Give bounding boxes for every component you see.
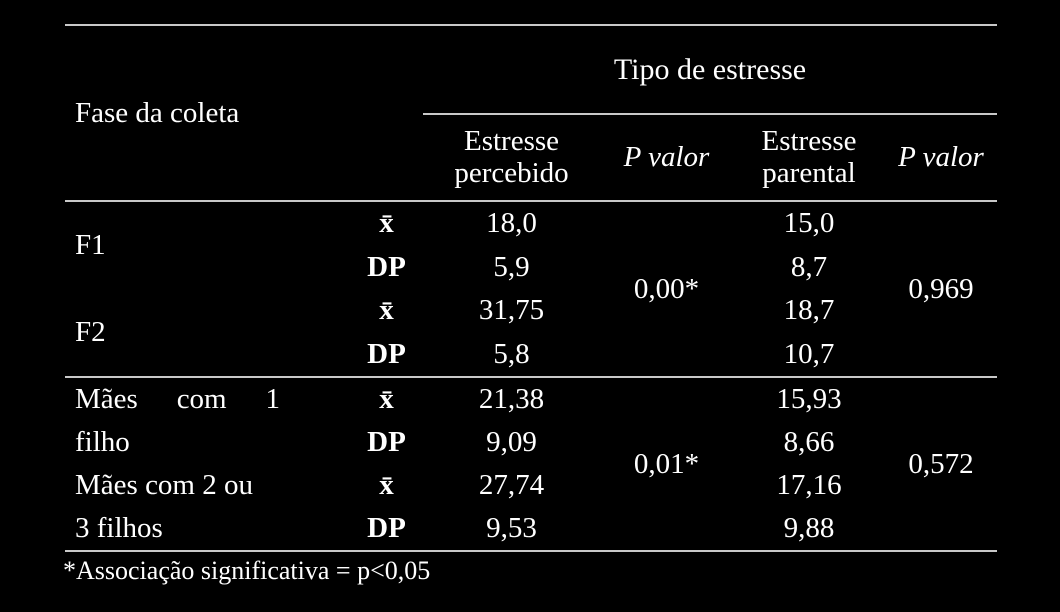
p-value-parental: 0,572: [908, 447, 974, 480]
p-value-parental: 0,969: [908, 272, 974, 305]
value-parental: 9,88: [783, 512, 835, 544]
value-parental: 18,7: [783, 294, 835, 327]
subheader-estresse-parental: Estresse parental: [761, 124, 857, 189]
stat-label-dp: DP: [367, 426, 406, 458]
value-parental: 15,0: [783, 207, 835, 240]
subheader-row: Estresse percebido P valor Estresse pare…: [423, 115, 997, 200]
value-parental: 8,66: [783, 426, 835, 458]
value-percebido: 27,74: [478, 469, 545, 501]
value-percebido: 9,09: [486, 426, 537, 458]
stat-label-dp: DP: [367, 512, 406, 544]
value-percebido: 9,53: [486, 512, 537, 544]
column-header-fase-da-coleta: Fase da coleta: [75, 96, 240, 129]
group-header-block: Tipo de estresse Estresse percebido P va…: [423, 26, 997, 200]
value-percebido: 18,0: [486, 207, 537, 240]
subheader-p-valor-parental: P valor: [898, 140, 984, 173]
stat-label-mean: x̄: [379, 294, 394, 327]
value-parental: 17,16: [776, 469, 842, 501]
p-value-percebido: 0,00*: [633, 272, 700, 305]
stat-label-mean: x̄: [379, 383, 394, 415]
subheader-p-valor-percebido: P valor: [623, 140, 710, 173]
row-label-line: F2: [75, 316, 106, 348]
table-header: Fase da coleta Tipo de estresse Estresse…: [65, 26, 997, 202]
stat-label-dp: DP: [367, 250, 406, 283]
value-percebido: 5,9: [493, 250, 530, 283]
row-label-f2: F2: [65, 289, 350, 376]
value-percebido: 5,8: [493, 337, 530, 370]
section-fase: F1 F2 x̄ DP x̄ DP 18,0 5,9 31,75 5,8 0,0…: [65, 202, 997, 378]
row-label-line: filho: [75, 426, 130, 458]
row-label-line: F1: [75, 229, 106, 261]
row-label-maes-com-2-ou-3-filhos: Mães com 2 ou 3 filhos: [65, 464, 350, 550]
row-label-f1: F1: [65, 202, 350, 289]
value-parental: 8,7: [790, 250, 828, 283]
row-label-maes-com-1-filho: Mães com 1 filho: [65, 378, 350, 464]
p-value-percebido: 0,01*: [633, 447, 700, 480]
value-percebido: 31,75: [478, 294, 545, 327]
value-parental: 10,7: [783, 337, 835, 370]
row-label-line: Mães com 2 ou: [75, 469, 253, 501]
stat-label-mean: x̄: [379, 207, 394, 240]
stat-label-mean: x̄: [379, 469, 394, 501]
value-parental: 15,93: [776, 383, 842, 415]
stat-label-dp: DP: [367, 337, 406, 370]
row-label-line: Mães com 1: [75, 383, 280, 415]
group-header-tipo-de-estresse: Tipo de estresse: [423, 26, 997, 115]
significance-footnote: *Associação significativa = p<0,05: [63, 556, 431, 585]
row-label-line: 3 filhos: [75, 512, 163, 544]
statistics-table: Fase da coleta Tipo de estresse Estresse…: [65, 24, 997, 552]
section-maes: Mães com 1 filho Mães com 2 ou 3 filhos …: [65, 378, 997, 550]
value-percebido: 21,38: [478, 383, 545, 415]
subheader-estresse-percebido: Estresse percebido: [454, 124, 569, 189]
